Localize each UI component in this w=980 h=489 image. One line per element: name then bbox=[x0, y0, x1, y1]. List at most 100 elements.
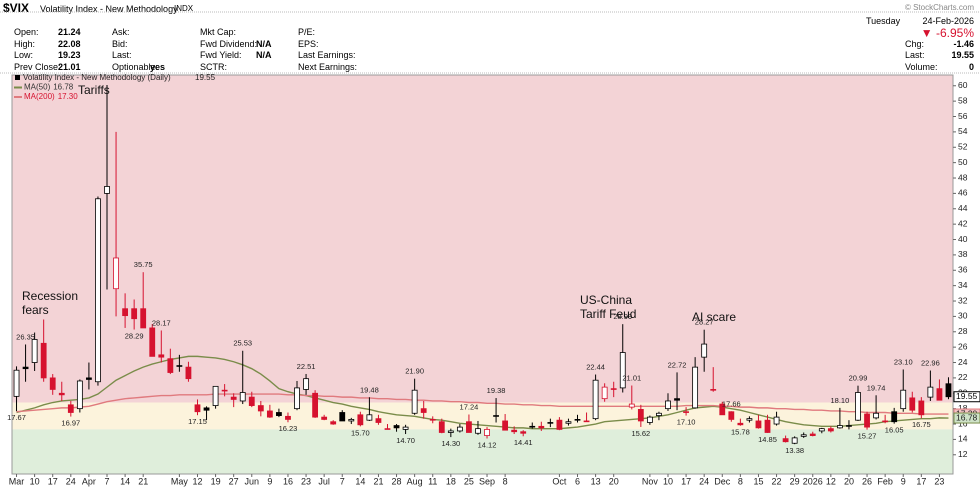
candle-body bbox=[818, 428, 825, 432]
x-tick-label: 10 bbox=[30, 476, 40, 486]
candle-body bbox=[212, 385, 219, 406]
candle-body bbox=[321, 416, 328, 420]
candle-body bbox=[429, 419, 436, 421]
x-tick-label: 12 bbox=[192, 476, 202, 486]
candle-body bbox=[393, 425, 400, 429]
y-tick-label: 14 bbox=[958, 434, 968, 444]
candle-body bbox=[22, 366, 29, 370]
candle-body bbox=[665, 400, 671, 410]
quote-value: 22.08 bbox=[58, 38, 81, 49]
x-tick-label: Nov bbox=[642, 476, 659, 486]
point-label: 22.51 bbox=[297, 362, 316, 371]
candle-body bbox=[49, 377, 56, 390]
candle-body bbox=[456, 426, 463, 432]
y-tick-label: 18 bbox=[958, 403, 968, 413]
candle-body bbox=[800, 434, 807, 437]
x-tick-label: 14 bbox=[355, 476, 365, 486]
point-label: 15.70 bbox=[351, 428, 370, 437]
point-label: 19.38 bbox=[487, 386, 506, 395]
candle-body bbox=[149, 327, 156, 357]
y-tick-label: 22 bbox=[958, 372, 968, 382]
x-tick-label: Sep bbox=[479, 476, 495, 486]
candle-body bbox=[194, 404, 201, 413]
candle-body bbox=[945, 383, 952, 398]
quote-value: yes bbox=[150, 61, 166, 72]
candle-body bbox=[95, 198, 101, 383]
legend-swatch bbox=[15, 75, 20, 80]
candle-body bbox=[493, 415, 499, 417]
x-tick-label: Apr bbox=[82, 476, 96, 486]
point-label: 25.53 bbox=[233, 339, 252, 348]
candle-body bbox=[846, 425, 852, 427]
x-tick-label: 17 bbox=[916, 476, 926, 486]
x-tick-label: 16 bbox=[283, 476, 293, 486]
y-tick-label: 46 bbox=[958, 188, 968, 198]
quote-value: N/A bbox=[256, 38, 272, 49]
x-tick-label: 15 bbox=[753, 476, 763, 486]
y-tick-label: 24 bbox=[958, 357, 968, 367]
candle-body bbox=[167, 358, 174, 373]
y-tick-label: 30 bbox=[958, 311, 968, 321]
candle-body bbox=[538, 425, 545, 429]
candle-body bbox=[357, 414, 364, 426]
y-tick-label: 54 bbox=[958, 126, 968, 136]
x-tick-label: 8 bbox=[738, 476, 743, 486]
point-label: 17.24 bbox=[460, 402, 479, 411]
x-tick-label: 20 bbox=[844, 476, 854, 486]
x-tick-label: 7 bbox=[340, 476, 345, 486]
candle-body bbox=[266, 410, 273, 418]
candle-body bbox=[411, 389, 418, 414]
quote-value: 0 bbox=[968, 61, 974, 72]
candle-body bbox=[402, 426, 409, 430]
candle-body bbox=[13, 369, 20, 397]
candle-body bbox=[67, 404, 74, 413]
zone bbox=[12, 429, 953, 474]
x-tick-label: 6 bbox=[575, 476, 580, 486]
candle-body bbox=[918, 400, 925, 416]
candle-body bbox=[420, 408, 427, 413]
annotation: AI scare bbox=[692, 310, 736, 324]
candle-body bbox=[873, 412, 879, 419]
candle-body bbox=[276, 412, 282, 416]
candle-body bbox=[764, 419, 771, 433]
candle-body bbox=[303, 378, 309, 390]
candle-body bbox=[773, 416, 780, 425]
quote-value: 19.55 bbox=[951, 50, 974, 60]
y-tick-label: 44 bbox=[958, 203, 968, 213]
quote-value: 19.23 bbox=[58, 50, 81, 60]
y-tick-label: 34 bbox=[958, 280, 968, 290]
moving-average bbox=[16, 393, 949, 415]
candle-body bbox=[628, 403, 635, 408]
candle-body bbox=[592, 379, 599, 420]
point-label: 19.48 bbox=[360, 385, 379, 394]
x-tick-label: Aug bbox=[407, 476, 423, 486]
legend-value: 17.30 bbox=[58, 92, 79, 101]
x-tick-label: May bbox=[171, 476, 189, 486]
candle-body bbox=[330, 421, 337, 425]
exchange: INDX bbox=[174, 4, 194, 13]
candle-body bbox=[366, 414, 373, 421]
candle-body bbox=[203, 407, 210, 411]
candle-body bbox=[791, 437, 798, 444]
quote-label: Chg: bbox=[905, 38, 925, 49]
x-tick-label: 19 bbox=[211, 476, 221, 486]
quote-label: High: bbox=[14, 38, 36, 49]
candle-body bbox=[646, 416, 653, 423]
y-tick-label: 12 bbox=[958, 449, 968, 459]
candle-body bbox=[728, 411, 735, 420]
candle-body bbox=[827, 428, 834, 432]
candle-body bbox=[565, 421, 572, 424]
annotation: Tariff Feud bbox=[580, 307, 636, 321]
candle-body bbox=[348, 419, 355, 422]
candle-body bbox=[339, 412, 346, 422]
y-tick-label: 48 bbox=[958, 172, 968, 182]
candle-body bbox=[86, 377, 92, 380]
quote-label: Bid: bbox=[112, 38, 128, 49]
point-label: 14.85 bbox=[758, 435, 777, 444]
candle-body bbox=[511, 429, 518, 433]
candle-body bbox=[683, 411, 689, 413]
candle-body bbox=[176, 365, 183, 367]
candle-body bbox=[113, 257, 119, 290]
